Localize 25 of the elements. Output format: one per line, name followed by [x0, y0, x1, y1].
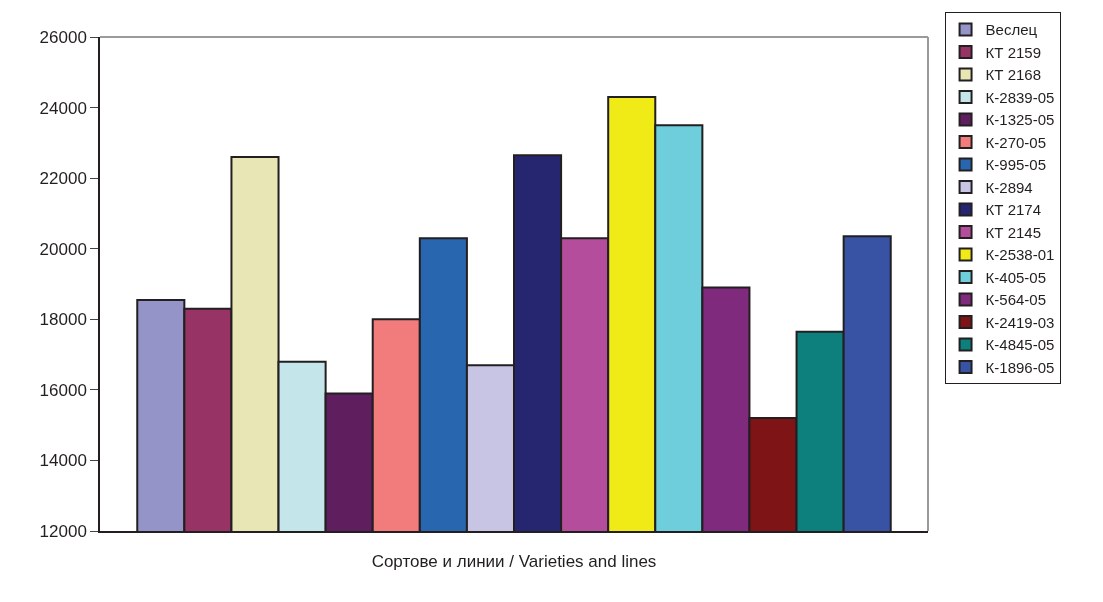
legend-label: К-564-05	[985, 291, 1047, 309]
y-tick-label: 24000	[39, 98, 87, 118]
legend-label: К-995-05	[985, 156, 1047, 174]
y-tick-label: 14000	[39, 451, 87, 471]
legend-label: К-270-05	[985, 133, 1047, 151]
legend-label: Веслец	[985, 21, 1038, 39]
legend-label: К-405-05	[985, 268, 1047, 286]
legend-label: КТ 2174	[985, 201, 1041, 219]
legend-label: К-2538-01	[985, 246, 1055, 264]
legend-label: К-2894	[985, 178, 1033, 196]
y-tick-label: 12000	[39, 521, 87, 541]
legend-label: К-1325-05	[985, 111, 1055, 129]
x-axis-title: Сортове и линии / Varieties and lines	[371, 552, 657, 572]
legend-label: КТ 2159	[985, 43, 1041, 61]
legend-label: К-2839-05	[985, 88, 1055, 106]
legend-label: К-2419-03	[985, 313, 1055, 331]
y-tick-label: 18000	[39, 310, 87, 330]
y-tick-label: 20000	[39, 239, 87, 259]
legend-label: К-1896-05	[985, 358, 1055, 376]
y-tick-label: 26000	[39, 27, 87, 47]
legend-label: К-4845-05	[985, 336, 1055, 354]
legend-label: КТ 2168	[985, 66, 1041, 84]
legend-label: КТ 2145	[985, 223, 1041, 241]
y-tick-label: 22000	[39, 169, 87, 189]
y-tick-label: 16000	[39, 380, 87, 400]
